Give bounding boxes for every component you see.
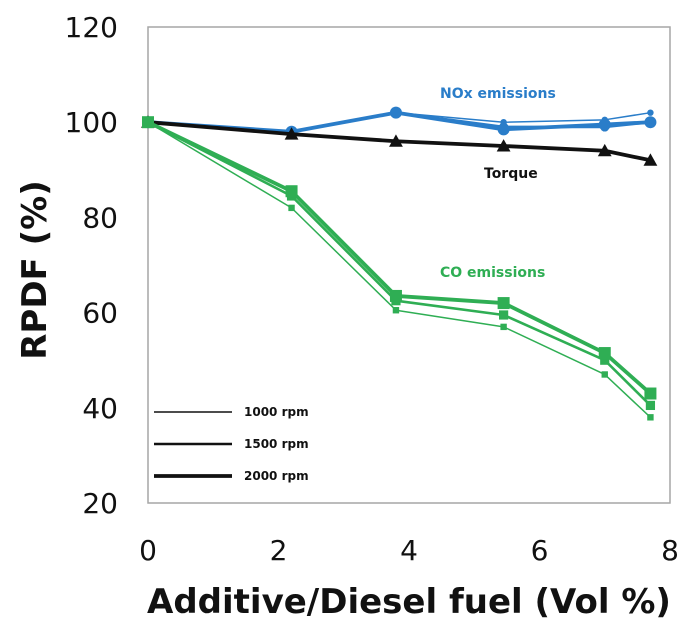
data-point-square (500, 323, 507, 331)
x-axis-ticks: 0 2 4 6 8 (139, 534, 679, 567)
legend-label: 2000 rpm (244, 469, 309, 483)
annotation-torque: Torque (484, 166, 538, 182)
data-point-square (600, 355, 610, 365)
data-point-triangle (597, 143, 612, 157)
data-point-circle (598, 118, 611, 131)
legend: 1000 rpm 1500 rpm 2000 rpm (154, 405, 309, 483)
data-point-square (601, 371, 608, 378)
co-emissions-group (142, 116, 657, 421)
y-tick-label: 20 (82, 487, 118, 520)
legend-label: 1000 rpm (244, 405, 309, 419)
x-tick-label: 6 (531, 534, 549, 567)
data-point-square (285, 185, 298, 198)
y-tick-label: 40 (82, 392, 118, 425)
annotations: NOx emissions Torque CO emissions (440, 86, 556, 281)
y-axis-ticks: 20 40 60 80 100 120 (65, 11, 118, 520)
series-line-2000-rpm (147, 120, 651, 163)
x-tick-label: 0 (139, 534, 157, 567)
y-tick-label: 120 (65, 11, 118, 44)
data-point-circle (644, 116, 657, 129)
data-point-square (644, 387, 657, 400)
data-point-square (288, 204, 295, 212)
annotation-co-emissions: CO emissions (440, 265, 545, 281)
series-layer (141, 106, 658, 421)
data-point-square (645, 400, 656, 411)
x-tick-label: 8 (661, 534, 679, 567)
y-tick-label: 80 (82, 201, 118, 234)
y-tick-label: 100 (65, 106, 118, 139)
series-line-1000-rpm (147, 121, 651, 418)
data-point-triangle (389, 134, 403, 147)
annotation-nox-emissions: NOx emissions (440, 86, 556, 102)
data-point-square (392, 307, 400, 314)
data-point-square (647, 414, 654, 421)
data-point-square (497, 297, 510, 310)
legend-label: 1500 rpm (244, 437, 309, 451)
data-point-circle (389, 106, 402, 119)
data-point-square (499, 310, 509, 320)
y-tick-label: 60 (82, 297, 118, 330)
x-tick-label: 4 (400, 534, 418, 567)
data-point-triangle (284, 127, 299, 140)
data-point-triangle (496, 139, 511, 152)
data-point-square (598, 347, 611, 360)
data-point-circle (647, 109, 654, 116)
data-point-triangle (643, 153, 658, 166)
plot-frame (147, 26, 671, 504)
series-line-2000-rpm (147, 120, 652, 395)
x-tick-label: 2 (270, 534, 288, 567)
y-axis-title: RPDF (%) (15, 180, 55, 360)
data-point-square (389, 289, 402, 302)
data-point-circle (497, 123, 510, 136)
series-line-2000-rpm (147, 110, 651, 134)
x-axis-title: Additive/Diesel fuel (Vol %) (147, 582, 671, 621)
data-point-square (142, 116, 154, 129)
series-line-1500-rpm (147, 121, 652, 407)
